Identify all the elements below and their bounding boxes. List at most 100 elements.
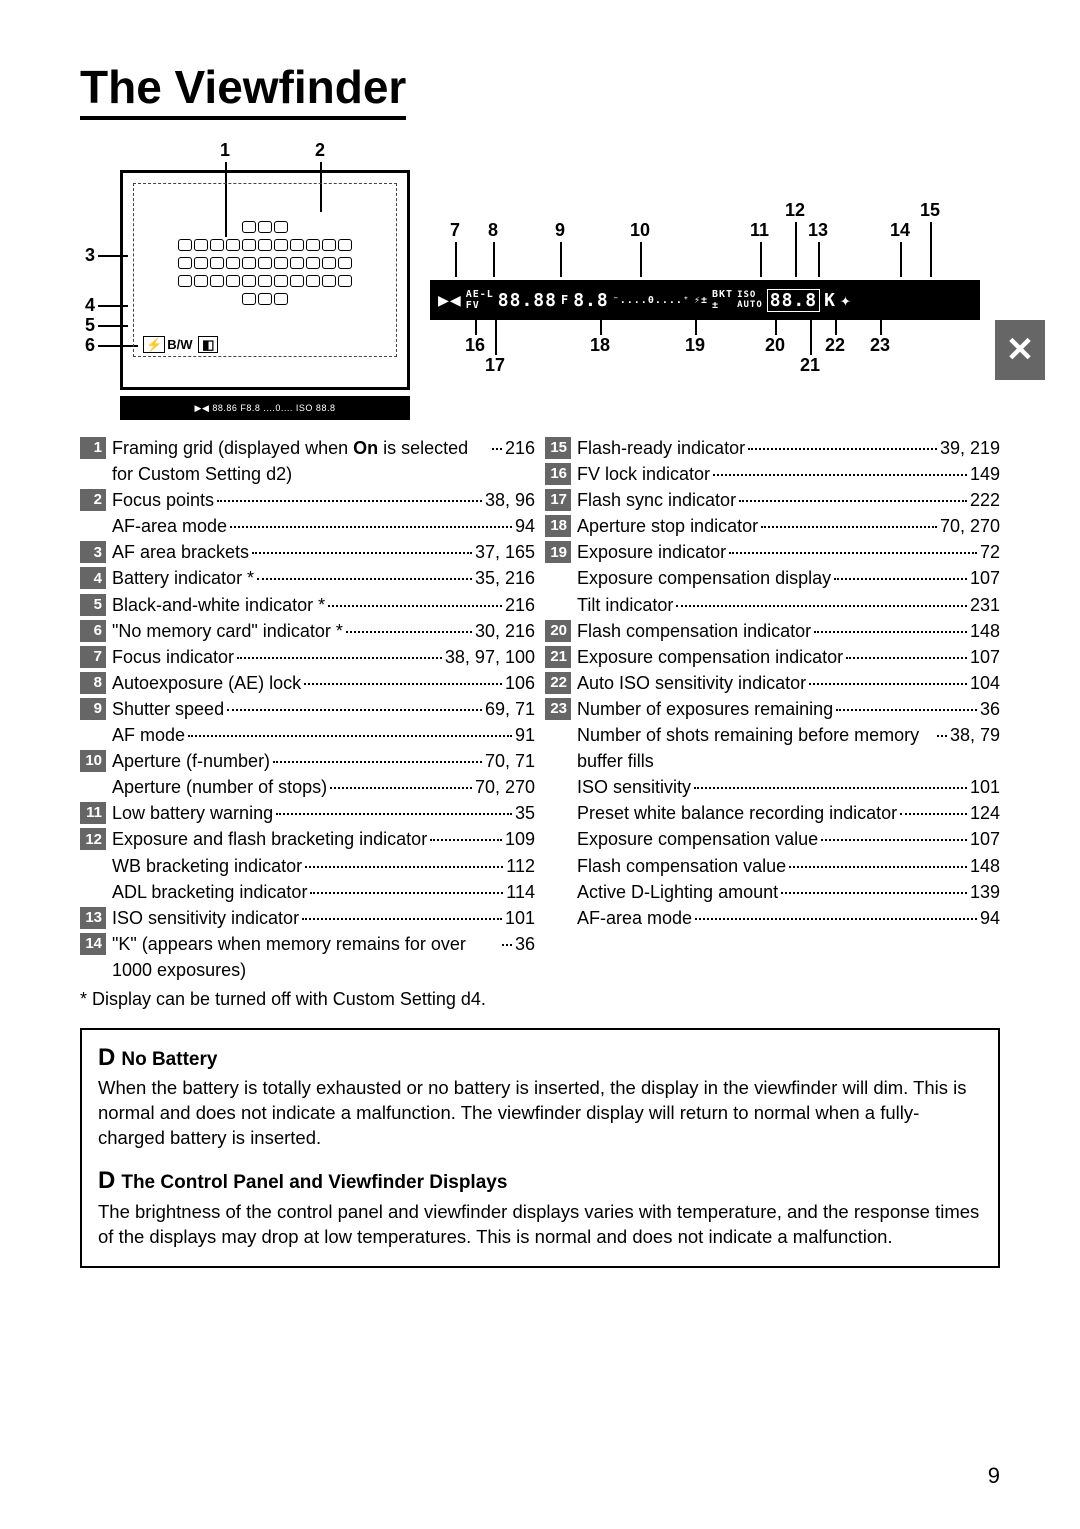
legend-number-badge (545, 724, 571, 746)
legend-page: 106 (505, 670, 535, 696)
legend-entry-text: Battery indicator * 35, 216 (112, 565, 535, 591)
legend-entry: 10Aperture (f-number)70, 71 (80, 748, 535, 774)
legend-entry: Flash compensation value148 (545, 853, 1000, 879)
legend-number-badge (545, 907, 571, 929)
legend-page: 216 (505, 592, 535, 618)
legend-label: Framing grid (displayed when On is selec… (112, 435, 489, 487)
leader-dots (252, 552, 472, 554)
legend-entry-text: "K" (appears when memory remains for ove… (112, 931, 535, 983)
callout-line (880, 320, 882, 335)
legend-label: Preset white balance recording indicator (577, 800, 897, 826)
legend-entry: AF mode91 (80, 722, 535, 748)
legend-page: 35 (515, 800, 535, 826)
callout-8: 8 (488, 220, 498, 241)
legend-page: 35, 216 (475, 565, 535, 591)
legend-label: Exposure and flash bracketing indicator (112, 826, 427, 852)
viewfinder-outline: ⚡B/W ◧ (120, 170, 410, 390)
legend-page: 72 (980, 539, 1000, 565)
legend-label: Focus points (112, 487, 214, 513)
leader-dots (694, 787, 967, 789)
note-title: No Battery (121, 1049, 217, 1070)
callout-line (795, 222, 797, 277)
legend-entry-text: AF area brackets37, 165 (112, 539, 535, 565)
legend-label: AF area brackets (112, 539, 249, 565)
leader-dots (237, 657, 442, 659)
legend-entry: Preset white balance recording indicator… (545, 800, 1000, 826)
leader-dots (217, 500, 482, 502)
page-number: 9 (988, 1463, 1000, 1489)
legend-number-badge (545, 802, 571, 824)
legend-label: WB bracketing indicator (112, 853, 302, 879)
notes-box: DNo Battery When the battery is totally … (80, 1028, 1000, 1268)
info-strip: ▶◀AE-LFV88.88F8.8 ⁻....0....⁺ ⚡±BKT±ISOA… (430, 280, 980, 320)
legend-entry: 9 Shutter speed69, 71 (80, 696, 535, 722)
legend-page: 112 (506, 853, 535, 879)
legend-entry-text: Flash compensation value148 (577, 853, 1000, 879)
legend-number-badge (545, 594, 571, 616)
legend-entry: Aperture (number of stops)70, 270 (80, 774, 535, 800)
legend-page: 107 (970, 565, 1000, 591)
leader-dots (821, 839, 967, 841)
leader-dots (502, 944, 512, 946)
legend-label: AF-area mode (577, 905, 692, 931)
note-displays: DThe Control Panel and Viewfinder Displa… (98, 1165, 982, 1249)
legend-entry: 6"No memory card" indicator *30, 216 (80, 618, 535, 644)
legend-entry-text: Active D-Lighting amount139 (577, 879, 1000, 905)
legend-entry-text: Auto ISO sensitivity indicator104 (577, 670, 1000, 696)
legend-label: Auto ISO sensitivity indicator (577, 670, 806, 696)
legend-number-badge: 22 (545, 672, 571, 694)
callout-9: 9 (555, 220, 565, 241)
legend-entry-text: Low battery warning35 (112, 800, 535, 826)
legend-entry-text: Exposure compensation indicator107 (577, 644, 1000, 670)
legend-label: Number of shots remaining before memory … (577, 722, 934, 774)
legend-label: Tilt indicator (577, 592, 673, 618)
legend-entry-text: Flash sync indicator222 (577, 487, 1000, 513)
legend-entry: 15Flash-ready indicator39, 219 (545, 435, 1000, 461)
legend-label: Battery indicator * (112, 565, 254, 591)
legend-number-badge: 9 (80, 698, 106, 720)
legend-entry: 23Number of exposures remaining36 (545, 696, 1000, 722)
legend-entry-text: Flash-ready indicator39, 219 (577, 435, 1000, 461)
callout-13: 13 (808, 220, 828, 241)
leader-dots (676, 605, 967, 607)
legend-entry: Tilt indicator231 (545, 592, 1000, 618)
legend-number-badge (80, 881, 106, 903)
legend-entry-text: Shutter speed69, 71 (112, 696, 535, 722)
legend-page: 70, 270 (475, 774, 535, 800)
legend-label: ADL bracketing indicator (112, 879, 307, 905)
legend-page: 101 (505, 905, 535, 931)
legend-entry: Number of shots remaining before memory … (545, 722, 1000, 774)
leader-dots (346, 631, 472, 633)
legend-label: ISO sensitivity (577, 774, 691, 800)
leader-dots (789, 866, 967, 868)
callout-5: 5 (85, 315, 95, 336)
legend-number-badge: 10 (80, 750, 106, 772)
callout-21: 21 (800, 355, 820, 376)
legend-entry: AF-area mode94 (80, 513, 535, 539)
legend-entry: Active D-Lighting amount139 (545, 879, 1000, 905)
legend-number-badge: 17 (545, 489, 571, 511)
legend-right-column: 15Flash-ready indicator39, 21916FV lock … (545, 435, 1000, 983)
legend-number-badge: 6 (80, 620, 106, 642)
legend-number-badge: 13 (80, 907, 106, 929)
legend-label: Flash compensation indicator (577, 618, 811, 644)
legend-page: 70, 270 (940, 513, 1000, 539)
callout-1: 1 (220, 140, 230, 161)
leader-dots (695, 918, 977, 920)
legend-page: 216 (505, 435, 535, 461)
framing-grid (133, 183, 397, 357)
section-tab: ✕ (995, 320, 1045, 380)
leader-dots (276, 813, 512, 815)
legend-number-badge: 3 (80, 541, 106, 563)
legend-entry: ADL bracketing indicator114 (80, 879, 535, 905)
callout-20: 20 (765, 335, 785, 356)
legend-entry-text: WB bracketing indicator 112 (112, 853, 535, 879)
legend-page: 91 (515, 722, 535, 748)
legend-label: Shutter speed (112, 696, 224, 722)
leader-dots (713, 474, 967, 476)
legend-label: Exposure compensation value (577, 826, 818, 852)
legend-label: Exposure compensation indicator (577, 644, 843, 670)
callout-line (930, 222, 932, 277)
legend-entry: 21Exposure compensation indicator107 (545, 644, 1000, 670)
legend-entry: 22 Auto ISO sensitivity indicator104 (545, 670, 1000, 696)
